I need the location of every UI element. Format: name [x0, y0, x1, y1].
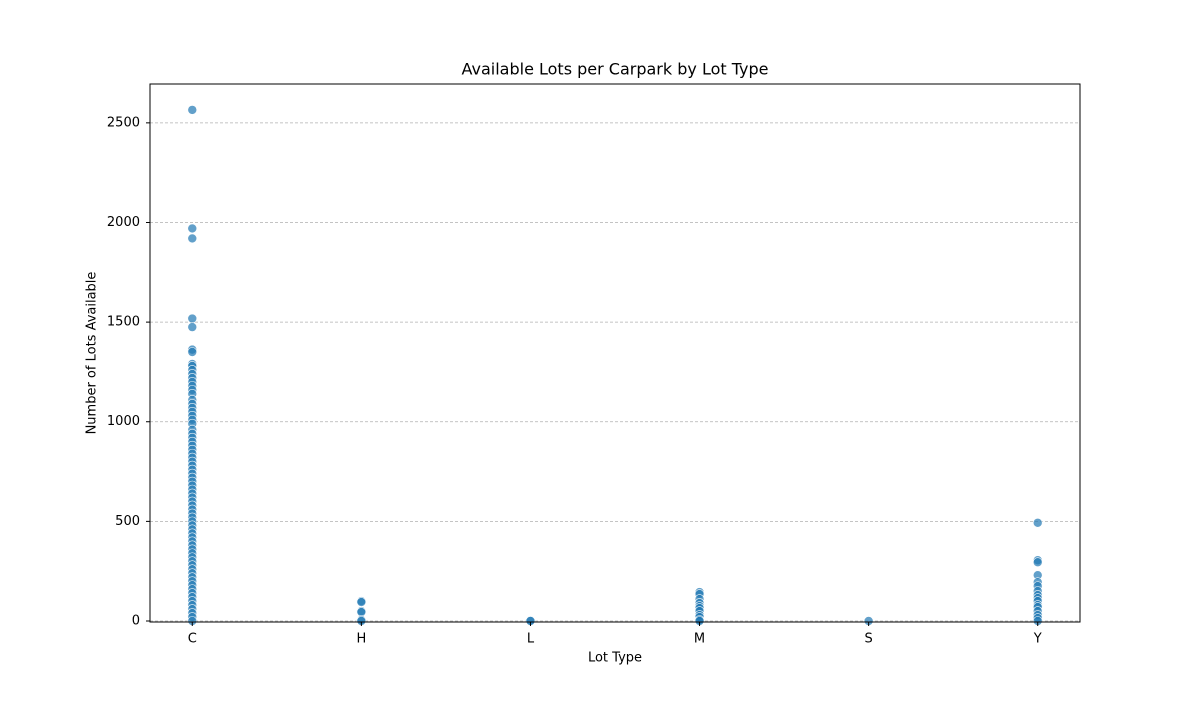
points [187, 105, 1043, 626]
point [356, 607, 367, 617]
point [187, 105, 198, 115]
x-tick-label: H [356, 632, 366, 647]
x-tick-label: C [188, 632, 197, 647]
y-tick-label: 1000 [107, 414, 140, 429]
point [187, 347, 198, 357]
point [1032, 517, 1043, 528]
grid [150, 122, 1080, 622]
x-tick-label: Y [1033, 632, 1042, 647]
point [187, 313, 198, 324]
y-axis-label: Number of Lots Available [85, 272, 100, 435]
y-tick-label: 1500 [107, 315, 140, 330]
x-axis-label: Lot Type [588, 651, 642, 666]
y-tick-label: 2500 [107, 115, 140, 130]
x-tick-label: M [694, 632, 705, 647]
chart-title: Available Lots per Carpark by Lot Type [462, 60, 769, 79]
y-tick-label: 0 [132, 614, 140, 629]
point [356, 597, 367, 607]
point [187, 223, 198, 234]
plot-frame [149, 83, 1081, 623]
y-tick-label: 2000 [107, 215, 140, 230]
point [187, 233, 198, 244]
x-tick-label: S [865, 632, 873, 647]
point [187, 322, 198, 332]
y-tick-label: 500 [115, 514, 140, 529]
x-tick-label: L [527, 632, 535, 647]
point [1032, 557, 1043, 568]
